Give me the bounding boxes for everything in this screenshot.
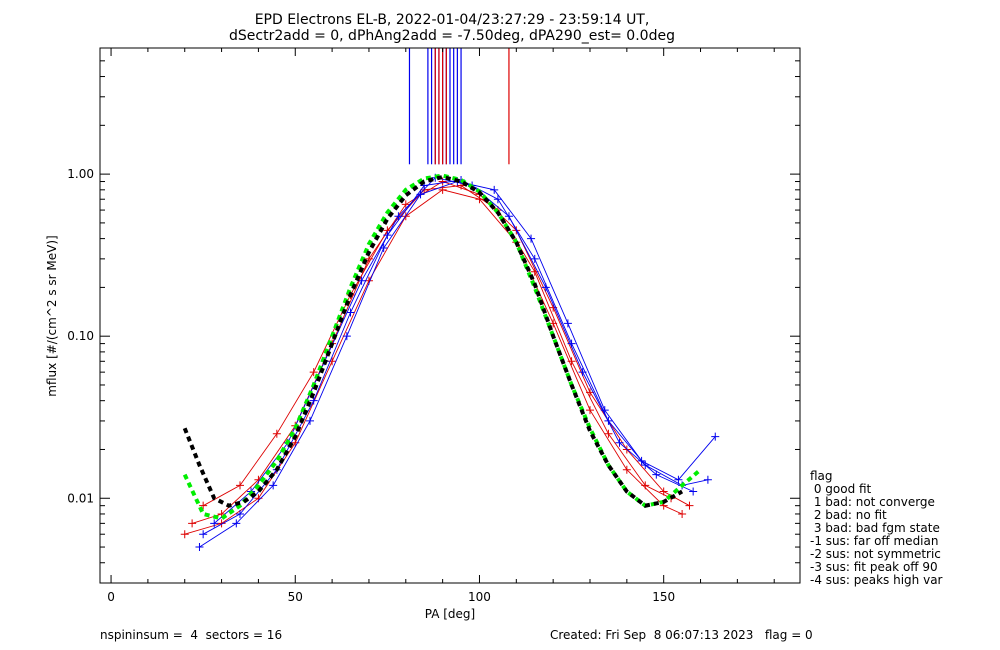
data-point-marker bbox=[689, 487, 698, 496]
peak-markers bbox=[408, 48, 510, 165]
footer-left: nspininsum = 4 sectors = 16 bbox=[100, 628, 282, 642]
data-point-marker bbox=[188, 519, 197, 528]
data-point-marker bbox=[711, 432, 720, 441]
chart-title: EPD Electrons EL-B, 2022-01-04/23:27:29 … bbox=[255, 12, 650, 28]
x-axis-label: PA [deg] bbox=[425, 607, 475, 621]
data-point-marker bbox=[346, 308, 355, 317]
data-point-marker bbox=[622, 465, 631, 474]
series-line bbox=[184, 189, 683, 535]
data-point-marker bbox=[578, 368, 587, 377]
x-tick-label: 50 bbox=[288, 590, 303, 604]
plot-frame bbox=[99, 47, 801, 584]
fit-curves bbox=[182, 173, 702, 521]
legend-title: flag bbox=[810, 469, 833, 483]
series-line bbox=[202, 179, 708, 535]
fit-curve-line bbox=[182, 174, 684, 508]
data-point-marker bbox=[615, 438, 624, 447]
data-point-marker bbox=[394, 212, 403, 221]
data-point-marker bbox=[504, 212, 513, 221]
legend-entry: 2 bad: no fit bbox=[810, 508, 887, 522]
data-point-marker bbox=[309, 368, 318, 377]
legend-entry: -4 sus: peaks high var bbox=[810, 573, 943, 587]
legend-entry: -3 sus: fit peak off 90 bbox=[810, 560, 938, 574]
x-axis: 0 50 100 150 bbox=[107, 48, 775, 604]
legend-entry: -2 sus: not symmetric bbox=[810, 547, 941, 561]
footer-right: Created: Fri Sep 8 06:07:13 2023 flag = … bbox=[550, 628, 813, 642]
series-line bbox=[213, 177, 694, 524]
data-point-marker bbox=[416, 190, 425, 199]
y-axis-label: mflux [#/(cm^2 s sr MeV)] bbox=[45, 235, 59, 396]
data-point-marker bbox=[600, 406, 609, 415]
data-point-marker bbox=[674, 475, 683, 484]
data-point-marker bbox=[309, 396, 318, 405]
y-axis: 0.01 0.10 1.00 bbox=[67, 47, 800, 584]
data-point-marker bbox=[438, 185, 447, 194]
data-point-marker bbox=[210, 519, 219, 528]
y-tick-label: 0.10 bbox=[67, 329, 94, 343]
data-point-marker bbox=[586, 406, 594, 415]
data-point-marker bbox=[641, 481, 650, 490]
x-tick-label: 150 bbox=[652, 590, 675, 604]
legend-entry: -1 sus: far off median bbox=[810, 534, 938, 548]
data-point-marker bbox=[357, 276, 366, 285]
data-point-marker bbox=[379, 244, 388, 253]
data-point-marker bbox=[527, 234, 536, 243]
data-point-marker bbox=[563, 319, 572, 328]
series-line bbox=[202, 185, 672, 507]
data-point-marker bbox=[306, 416, 314, 425]
data-point-marker bbox=[567, 357, 576, 366]
series-line bbox=[199, 181, 716, 548]
data-point-marker bbox=[272, 429, 281, 438]
data-point-marker bbox=[652, 470, 661, 479]
flag-legend: flag 0 good fit 1 bad: not converge 2 ba… bbox=[810, 469, 943, 587]
x-tick-label: 100 bbox=[468, 590, 491, 604]
chart-subtitle: dSectr2add = 0, dPhAng2add = -7.50deg, d… bbox=[229, 28, 675, 44]
data-point-marker bbox=[530, 254, 539, 263]
data-point-marker bbox=[637, 456, 646, 465]
data-point-marker bbox=[269, 481, 278, 490]
data-point-marker bbox=[328, 357, 337, 366]
data-point-marker bbox=[490, 185, 499, 194]
data-point-marker bbox=[703, 475, 712, 484]
y-tick-label: 0.01 bbox=[67, 491, 94, 505]
data-point-marker bbox=[541, 283, 550, 292]
legend-entry: 3 bad: bad fgm state bbox=[810, 521, 940, 535]
y-tick-label: 1.00 bbox=[67, 167, 94, 181]
data-point-marker bbox=[604, 429, 613, 438]
fit-curve-line bbox=[182, 173, 702, 521]
data-point-marker bbox=[236, 481, 244, 490]
legend-entry: 1 bad: not converge bbox=[810, 495, 935, 509]
data-point-marker bbox=[236, 509, 244, 518]
data-point-marker bbox=[195, 543, 204, 552]
data-point-marker bbox=[217, 519, 226, 528]
data-point-marker bbox=[342, 332, 351, 341]
data-point-marker bbox=[180, 530, 189, 539]
data-point-marker bbox=[199, 501, 208, 510]
data-point-marker bbox=[678, 509, 687, 518]
data-point-marker bbox=[401, 200, 410, 209]
legend-entry: 0 good fit bbox=[810, 482, 872, 496]
data-point-marker bbox=[199, 530, 208, 539]
data-point-marker bbox=[685, 501, 694, 510]
x-tick-label: 0 bbox=[107, 590, 115, 604]
data-point-marker bbox=[232, 519, 241, 528]
data-layer bbox=[180, 173, 720, 552]
data-point-marker bbox=[493, 195, 502, 204]
